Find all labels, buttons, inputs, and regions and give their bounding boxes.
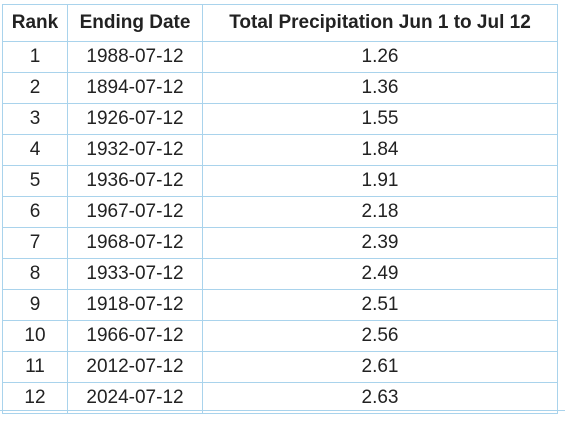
table-row: 1 1988-07-12 1.26: [2, 41, 558, 73]
table-row: 12 2024-07-12 2.63: [2, 382, 558, 414]
rank-cell: 2: [2, 72, 68, 104]
table-row: 2 1894-07-12 1.36: [2, 72, 558, 104]
header-total-precipitation: Total Precipitation Jun 1 to Jul 12: [202, 4, 558, 42]
table-row: 8 1933-07-12 2.49: [2, 258, 558, 290]
precipitation-cell: 1.55: [202, 103, 558, 135]
ending-date-cell: 1966-07-12: [67, 320, 203, 352]
precipitation-cell: 2.63: [202, 382, 558, 414]
rank-cell: 6: [2, 196, 68, 228]
precipitation-cell: 2.51: [202, 289, 558, 321]
rank-cell: 8: [2, 258, 68, 290]
ending-date-cell: 1926-07-12: [67, 103, 203, 135]
precipitation-cell: 1.26: [202, 41, 558, 73]
header-row: Rank Ending Date Total Precipitation Jun…: [2, 4, 558, 42]
table-row: 10 1966-07-12 2.56: [2, 320, 558, 352]
rank-cell: 12: [2, 382, 68, 414]
precipitation-cell: 1.91: [202, 165, 558, 197]
rank-cell: 10: [2, 320, 68, 352]
table-row: 4 1932-07-12 1.84: [2, 134, 558, 166]
precipitation-cell: 1.36: [202, 72, 558, 104]
ending-date-cell: 1936-07-12: [67, 165, 203, 197]
bottom-divider: [0, 410, 565, 411]
table-row: 6 1967-07-12 2.18: [2, 196, 558, 228]
ending-date-cell: 1988-07-12: [67, 41, 203, 73]
ending-date-cell: 1968-07-12: [67, 227, 203, 259]
header-rank: Rank: [2, 4, 68, 42]
precipitation-cell: 2.61: [202, 351, 558, 383]
precipitation-cell: 2.56: [202, 320, 558, 352]
precipitation-cell: 2.49: [202, 258, 558, 290]
ending-date-cell: 1967-07-12: [67, 196, 203, 228]
ending-date-cell: 1932-07-12: [67, 134, 203, 166]
table-body: 1 1988-07-12 1.26 2 1894-07-12 1.36 3 19…: [2, 41, 558, 414]
ending-date-cell: 2012-07-12: [67, 351, 203, 383]
table-row: 7 1968-07-12 2.39: [2, 227, 558, 259]
rank-cell: 9: [2, 289, 68, 321]
rank-cell: 11: [2, 351, 68, 383]
table-row: 11 2012-07-12 2.61: [2, 351, 558, 383]
rank-cell: 1: [2, 41, 68, 73]
ending-date-cell: 2024-07-12: [67, 382, 203, 414]
ending-date-cell: 1933-07-12: [67, 258, 203, 290]
precipitation-cell: 1.84: [202, 134, 558, 166]
precipitation-cell: 2.18: [202, 196, 558, 228]
rank-cell: 3: [2, 103, 68, 135]
table-row: 5 1936-07-12 1.91: [2, 165, 558, 197]
precipitation-rank-table: Rank Ending Date Total Precipitation Jun…: [2, 4, 558, 414]
rank-cell: 5: [2, 165, 68, 197]
ending-date-cell: 1918-07-12: [67, 289, 203, 321]
ending-date-cell: 1894-07-12: [67, 72, 203, 104]
header-ending-date: Ending Date: [67, 4, 203, 42]
precipitation-cell: 2.39: [202, 227, 558, 259]
rank-cell: 7: [2, 227, 68, 259]
rank-cell: 4: [2, 134, 68, 166]
table-row: 3 1926-07-12 1.55: [2, 103, 558, 135]
table-row: 9 1918-07-12 2.51: [2, 289, 558, 321]
table-header: Rank Ending Date Total Precipitation Jun…: [2, 4, 558, 42]
